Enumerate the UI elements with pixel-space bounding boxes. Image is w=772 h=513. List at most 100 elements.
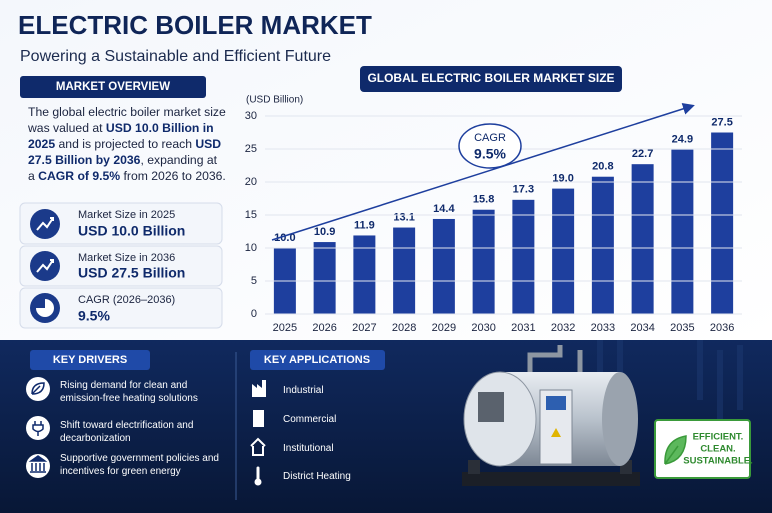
paragraph-segment: , expanding at a — [28, 153, 218, 183]
x-tick-label: 2027 — [352, 322, 376, 334]
annotation: 9.5% — [474, 146, 506, 162]
x-tick-label: 2036 — [710, 322, 734, 334]
application-text: Industrial — [283, 385, 324, 396]
paragraph-segment: The global electric boiler market size w… — [28, 105, 226, 135]
card — [19, 245, 223, 287]
driver-text: Supportive government policies and incen… — [60, 453, 219, 477]
applications-heading-pill — [250, 350, 385, 370]
badge-text: EFFICIENT. — [693, 432, 744, 443]
card-label: Market Size in 2025 — [78, 209, 175, 221]
badge-text: CLEAN. — [700, 444, 735, 455]
value-label: 13.1 — [393, 211, 414, 223]
boiler-end — [602, 372, 638, 466]
y-tick-label: 15 — [245, 209, 257, 221]
stat-cards: Market Size in 2025 USD 10.0 Billion Mar… — [19, 202, 223, 329]
value-label: 22.7 — [632, 148, 653, 160]
chart-title-pill — [360, 66, 622, 92]
x-tick-label: 2025 — [273, 322, 297, 334]
bar — [393, 227, 416, 314]
x-tick-label: 2033 — [591, 322, 615, 334]
app-icon — [252, 380, 266, 397]
icon-glyph — [36, 259, 54, 273]
x-tick-label: 2034 — [630, 322, 654, 334]
y-tick-label: 0 — [251, 308, 257, 320]
subtitle: Powering a Sustainable and Efficient Fut… — [20, 48, 331, 65]
card-value: USD 10.0 Billion — [78, 223, 185, 239]
card-label: CAGR (2026–2036) — [78, 294, 175, 306]
value-label: 19.0 — [552, 173, 573, 185]
value-label: 15.8 — [473, 194, 494, 206]
boiler-leg — [468, 460, 480, 474]
icon-glyph — [28, 455, 48, 473]
overview-heading-pill — [20, 76, 206, 98]
bar — [472, 209, 495, 314]
value-label: 27.5 — [711, 116, 732, 128]
title: ELECTRIC BOILER MARKET — [18, 10, 372, 40]
overview-paragraph: The global electric boiler market size w… — [28, 104, 226, 184]
y-tick-label: 10 — [245, 242, 257, 254]
bar — [353, 235, 376, 314]
cagr-bubble — [458, 123, 522, 169]
value-label: 10.9 — [314, 226, 335, 238]
applications-heading: KEY APPLICATIONS — [264, 354, 370, 366]
boiler-pipes — [527, 345, 583, 372]
card — [19, 287, 223, 329]
y-tick-label: 30 — [245, 110, 257, 122]
app-icon — [254, 478, 262, 486]
icon-glyph — [32, 421, 44, 436]
x-tick-label: 2035 — [670, 322, 694, 334]
boiler-base — [462, 472, 640, 486]
warning-sign — [551, 428, 561, 437]
x-tick-label: 2028 — [392, 322, 416, 334]
bar — [432, 218, 455, 314]
x-tick-label: 2032 — [551, 322, 575, 334]
boiler — [462, 345, 640, 486]
value-label: 20.8 — [592, 161, 613, 173]
application-text: Institutional — [283, 443, 334, 454]
chart-title: GLOBAL ELECTRIC BOILER MARKET SIZE — [367, 71, 614, 85]
driver-icon — [26, 416, 50, 440]
application-text: Commercial — [283, 414, 337, 425]
card-label: Market Size in 2036 — [78, 252, 175, 264]
card-value: USD 27.5 Billion — [78, 265, 185, 281]
overview-heading: MARKET OVERVIEW — [56, 81, 170, 93]
trend-arrow — [271, 103, 695, 241]
paragraph-segment: USD 10.0 Billion in 2025 — [28, 121, 214, 151]
app-icon — [250, 437, 266, 456]
y-tick-label: 5 — [251, 275, 257, 287]
bar — [313, 242, 336, 314]
value-label: 17.3 — [513, 184, 534, 196]
x-tick-label: 2029 — [432, 322, 456, 334]
drivers-heading-pill — [30, 350, 150, 370]
icon-glyph — [36, 299, 54, 317]
boiler-door — [478, 392, 504, 422]
annotation: CAGR — [474, 132, 506, 144]
drivers-heading: KEY DRIVERS — [53, 354, 127, 366]
paragraph-segment: CAGR of 9.5% — [38, 169, 121, 183]
y-tick-label: 25 — [245, 143, 257, 155]
value-label: 24.9 — [672, 134, 693, 146]
driver-text: Shift toward electrification and decarbo… — [60, 420, 194, 444]
bar — [671, 149, 694, 314]
driver-text: Rising demand for clean and emission-fre… — [60, 380, 198, 404]
badge-leaf — [664, 435, 687, 465]
paragraph-segment: from 2026 to 2036. — [120, 169, 226, 183]
app-icon — [253, 410, 264, 427]
panel-screen — [546, 396, 566, 410]
chart: 27.5 2036 24.9 2035 22.7 2034 20.8 2033 19.0 2032… — [245, 66, 742, 334]
x-tick-label: 2031 — [511, 322, 535, 334]
value-label: 11.9 — [354, 219, 375, 231]
bar — [512, 199, 535, 314]
y-tick-label: 20 — [245, 176, 257, 188]
y-axis-label: (USD Billion) — [246, 95, 303, 106]
x-tick-label: 2026 — [312, 322, 336, 334]
application-text: District Heating — [283, 471, 351, 482]
bar — [711, 132, 734, 314]
icon-glyph — [31, 382, 45, 395]
card-value: 9.5% — [78, 308, 110, 324]
badge — [654, 419, 751, 479]
value-label: 14.4 — [433, 203, 455, 215]
badge-text: SUSTAINABLE. — [683, 456, 753, 467]
